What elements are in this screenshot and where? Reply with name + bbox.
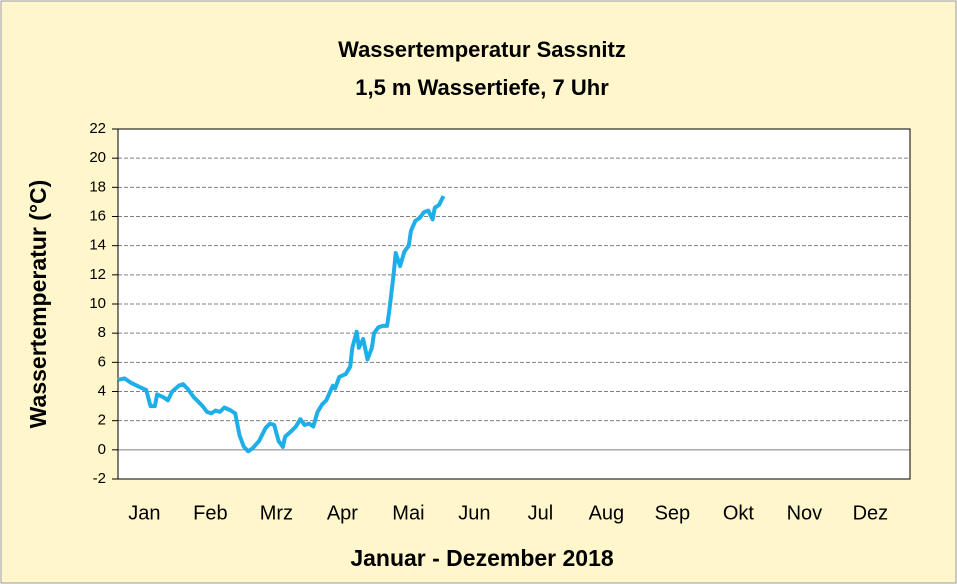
x-tick-label: Okt <box>723 502 755 524</box>
y-tick-label: 22 <box>89 120 106 137</box>
y-tick-label: 20 <box>89 149 106 166</box>
y-tick-label: 4 <box>98 382 106 399</box>
x-tick-label: Jun <box>458 502 490 524</box>
y-tick-label: 0 <box>98 441 106 458</box>
x-axis-label: Januar - Dezember 2018 <box>350 545 614 571</box>
y-tick-label: -2 <box>93 470 106 487</box>
x-tick-label: Feb <box>193 502 227 524</box>
x-tick-label: Sep <box>655 502 691 524</box>
data-line <box>117 195 446 454</box>
chart-subtitle: 1,5 m Wassertiefe, 7 Uhr <box>355 75 609 100</box>
y-tick-label: 18 <box>89 178 106 195</box>
x-tick-label: Mai <box>392 502 424 524</box>
x-tick-label: Jan <box>128 502 160 524</box>
y-tick-label: 12 <box>89 266 106 283</box>
x-tick-label: Mrz <box>260 502 293 524</box>
y-tick-label: 16 <box>89 207 106 224</box>
y-axis-label: Wassertemperatur (°C) <box>25 180 51 429</box>
chart-title: Wassertemperatur Sassnitz <box>338 37 626 62</box>
x-tick-label: Aug <box>589 502 625 524</box>
y-tick-label: 8 <box>98 324 106 341</box>
y-tick-label: 2 <box>98 412 106 429</box>
x-tick-label: Apr <box>327 502 358 524</box>
plot-border <box>117 128 911 480</box>
y-tick-label: 10 <box>89 295 106 312</box>
y-tick-label: 14 <box>89 237 106 254</box>
x-tick-label: Dez <box>853 502 889 524</box>
x-tick-label: Nov <box>787 502 823 524</box>
y-tick-label: 6 <box>98 353 106 370</box>
x-tick-label: Jul <box>528 502 554 524</box>
